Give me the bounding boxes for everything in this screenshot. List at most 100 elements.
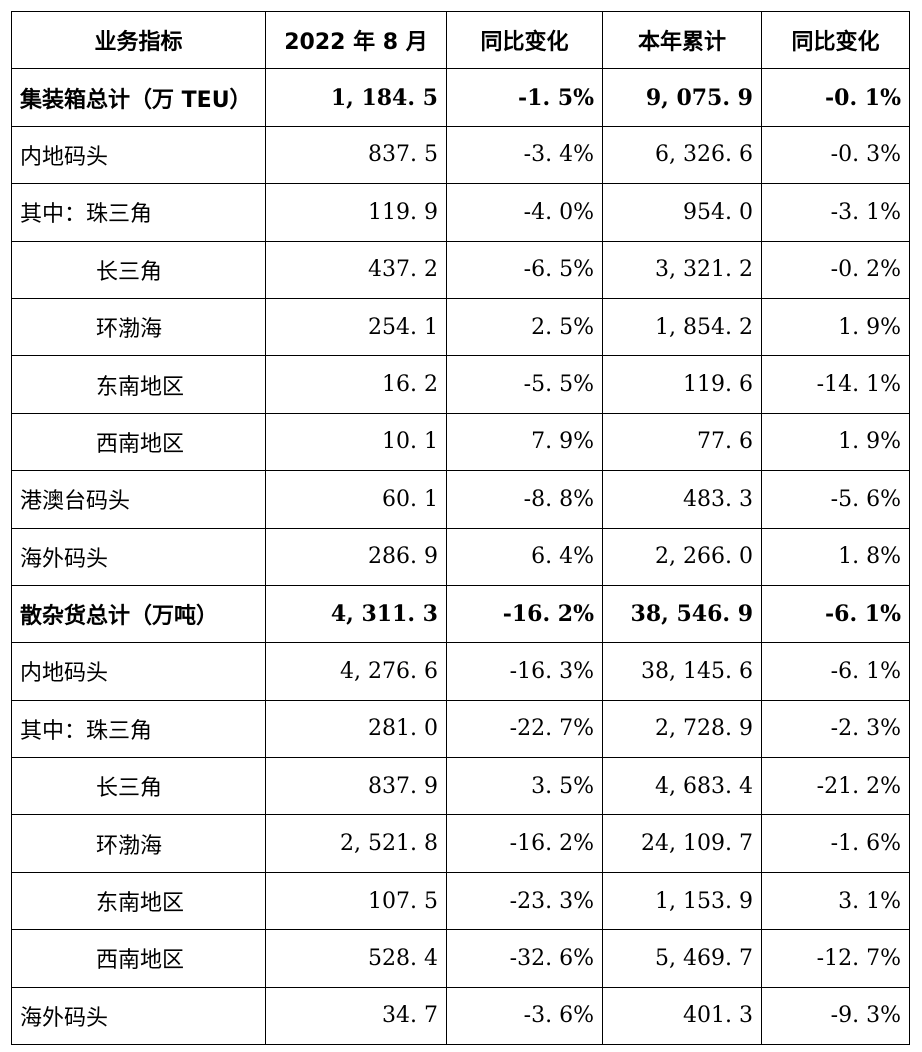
row-ytd-yoy: 1. 9%: [761, 297, 910, 357]
header-ytd: 本年累计: [602, 10, 762, 70]
table-row: 长三角 837. 9 3. 5% 4, 683. 4 -21. 2%: [11, 757, 910, 816]
row-ytd-yoy: -6. 1%: [761, 642, 910, 701]
row-ytd-yoy: 1. 8%: [761, 527, 910, 586]
row-month-value: 60. 1: [265, 470, 447, 529]
table-row: 其中：珠三角 281. 0 -22. 7% 2, 728. 9 -2. 3%: [11, 699, 910, 759]
row-label: 海外码头: [11, 986, 266, 1046]
row-label: 东南地区: [11, 871, 266, 931]
row-month-yoy: -16. 3%: [446, 642, 603, 701]
row-ytd-value: 5, 469. 7: [602, 929, 762, 988]
row-ytd-yoy: -1. 6%: [761, 814, 910, 873]
row-month-yoy: -16. 2%: [446, 584, 603, 644]
row-label: 集装箱总计（万 TEU）: [11, 68, 266, 127]
row-ytd-value: 119. 6: [602, 355, 762, 414]
row-month-value: 16. 2: [265, 355, 447, 414]
row-month-value: 1, 184. 5: [265, 68, 447, 127]
table-row: 东南地区 107. 5 -23. 3% 1, 153. 9 3. 1%: [11, 871, 910, 931]
row-month-value: 837. 9: [265, 757, 447, 816]
row-month-yoy: -5. 5%: [446, 355, 603, 414]
header-ytd-yoy: 同比变化: [761, 10, 910, 70]
row-month-value: 281. 0: [265, 699, 447, 759]
header-month-yoy: 同比变化: [446, 10, 603, 70]
row-month-value: 10. 1: [265, 412, 447, 472]
row-month-yoy: -22. 7%: [446, 699, 603, 759]
row-label: 环渤海: [11, 297, 266, 357]
header-row: 业务指标 2022 年 8 月 同比变化 本年累计 同比变化: [11, 10, 910, 70]
row-month-yoy: -3. 6%: [446, 986, 603, 1046]
row-month-yoy: 7. 9%: [446, 412, 603, 472]
row-ytd-yoy: -12. 7%: [761, 929, 910, 988]
row-ytd-yoy: -0. 2%: [761, 240, 910, 299]
row-month-yoy: 6. 4%: [446, 527, 603, 586]
row-month-value: 4, 276. 6: [265, 642, 447, 701]
row-label: 其中：珠三角: [11, 183, 266, 242]
row-ytd-value: 483. 3: [602, 470, 762, 529]
table-row: 内地码头 837. 5 -3. 4% 6, 326. 6 -0. 3%: [11, 125, 910, 185]
row-month-yoy: 2. 5%: [446, 297, 603, 357]
row-ytd-yoy: -5. 6%: [761, 470, 910, 529]
header-month: 2022 年 8 月: [265, 10, 447, 70]
row-month-yoy: -32. 6%: [446, 929, 603, 988]
row-month-value: 286. 9: [265, 527, 447, 586]
row-ytd-yoy: 1. 9%: [761, 412, 910, 472]
row-ytd-value: 38, 546. 9: [602, 584, 762, 644]
row-label: 散杂货总计（万吨）: [11, 584, 266, 644]
row-month-value: 254. 1: [265, 297, 447, 357]
row-label: 东南地区: [11, 355, 266, 414]
row-label: 其中：珠三角: [11, 699, 266, 759]
table-row: 环渤海 2, 521. 8 -16. 2% 24, 109. 7 -1. 6%: [11, 814, 910, 873]
business-indicators-table: 业务指标 2022 年 8 月 同比变化 本年累计 同比变化 集装箱总计（万 T…: [11, 10, 910, 1046]
table-row: 西南地区 528. 4 -32. 6% 5, 469. 7 -12. 7%: [11, 929, 910, 988]
row-label: 西南地区: [11, 929, 266, 988]
row-ytd-value: 1, 854. 2: [602, 297, 762, 357]
row-month-value: 34. 7: [265, 986, 447, 1046]
row-ytd-value: 4, 683. 4: [602, 757, 762, 816]
table-row: 长三角 437. 2 -6. 5% 3, 321. 2 -0. 2%: [11, 240, 910, 299]
row-ytd-value: 3, 321. 2: [602, 240, 762, 299]
row-label: 长三角: [11, 240, 266, 299]
row-label: 港澳台码头: [11, 470, 266, 529]
table-row: 西南地区 10. 1 7. 9% 77. 6 1. 9%: [11, 412, 910, 472]
row-ytd-value: 77. 6: [602, 412, 762, 472]
row-ytd-yoy: -14. 1%: [761, 355, 910, 414]
row-label: 内地码头: [11, 125, 266, 185]
row-ytd-value: 24, 109. 7: [602, 814, 762, 873]
row-ytd-yoy: -9. 3%: [761, 986, 910, 1046]
row-ytd-value: 1, 153. 9: [602, 871, 762, 931]
table-container: 业务指标 2022 年 8 月 同比变化 本年累计 同比变化 集装箱总计（万 T…: [11, 10, 910, 1046]
row-month-value: 837. 5: [265, 125, 447, 185]
row-month-yoy: -8. 8%: [446, 470, 603, 529]
row-ytd-value: 38, 145. 6: [602, 642, 762, 701]
row-ytd-value: 401. 3: [602, 986, 762, 1046]
row-month-yoy: -3. 4%: [446, 125, 603, 185]
row-ytd-value: 954. 0: [602, 183, 762, 242]
row-ytd-yoy: -6. 1%: [761, 584, 910, 644]
row-label: 西南地区: [11, 412, 266, 472]
table-row: 集装箱总计（万 TEU） 1, 184. 5 -1. 5% 9, 075. 9 -0. …: [11, 68, 910, 127]
row-ytd-yoy: -0. 1%: [761, 68, 910, 127]
row-ytd-value: 9, 075. 9: [602, 68, 762, 127]
row-label: 环渤海: [11, 814, 266, 873]
row-month-value: 107. 5: [265, 871, 447, 931]
row-month-yoy: -23. 3%: [446, 871, 603, 931]
row-label: 内地码头: [11, 642, 266, 701]
row-ytd-value: 2, 266. 0: [602, 527, 762, 586]
row-month-value: 437. 2: [265, 240, 447, 299]
row-ytd-yoy: -21. 2%: [761, 757, 910, 816]
row-month-value: 2, 521. 8: [265, 814, 447, 873]
row-label: 长三角: [11, 757, 266, 816]
row-ytd-yoy: 3. 1%: [761, 871, 910, 931]
table-row: 海外码头 286. 9 6. 4% 2, 266. 0 1. 8%: [11, 527, 910, 586]
row-ytd-yoy: -3. 1%: [761, 183, 910, 242]
row-ytd-value: 2, 728. 9: [602, 699, 762, 759]
row-month-yoy: -4. 0%: [446, 183, 603, 242]
table-row: 东南地区 16. 2 -5. 5% 119. 6 -14. 1%: [11, 355, 910, 414]
table-row: 环渤海 254. 1 2. 5% 1, 854. 2 1. 9%: [11, 297, 910, 357]
header-indicator: 业务指标: [11, 10, 266, 70]
row-month-value: 528. 4: [265, 929, 447, 988]
table-row: 散杂货总计（万吨） 4, 311. 3 -16. 2% 38, 546. 9 -6. 1…: [11, 584, 910, 644]
row-ytd-yoy: -2. 3%: [761, 699, 910, 759]
row-ytd-value: 6, 326. 6: [602, 125, 762, 185]
table-row: 内地码头 4, 276. 6 -16. 3% 38, 145. 6 -6. 1%: [11, 642, 910, 701]
row-month-value: 119. 9: [265, 183, 447, 242]
